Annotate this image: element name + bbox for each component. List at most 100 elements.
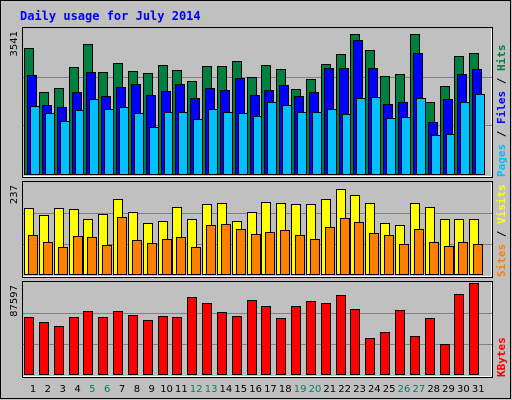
bar-sites-day-26 [399,244,409,275]
bar-kbytes-day-14 [217,312,227,375]
bar-pages-day-5 [89,99,99,175]
bar-pages-day-3 [60,121,70,175]
bar-kbytes-day-28 [425,318,435,375]
bar-kbytes-day-23 [350,309,360,375]
panel-hits-files-pages: 3541 Pages / Files / Hits [9,27,508,178]
bar-pages-day-13 [208,109,218,175]
bar-sites-day-22 [340,218,350,275]
bar-sites-day-18 [280,230,290,275]
y-axis-max-label: 87597 [9,285,20,317]
bar-kbytes-day-29 [440,344,450,375]
bar-kbytes-day-7 [113,311,123,375]
bar-kbytes-day-17 [261,306,271,375]
x-tick-label-day-2: 2 [45,384,51,395]
bar-kbytes-day-5 [83,311,93,375]
bar-kbytes-day-27 [410,336,420,375]
panel-frame [22,281,493,378]
bar-sites-day-7 [117,217,127,275]
x-tick-label-day-18: 18 [279,384,292,395]
bar-sites-day-21 [325,227,335,275]
bar-kbytes-day-4 [69,317,79,375]
bar-sites-day-17 [265,232,275,275]
bar-sites-day-29 [444,246,454,275]
bar-pages-day-8 [134,113,144,175]
x-tick-label-day-22: 22 [338,384,351,395]
panel-visits-sites: 237 Sites / Visits [9,181,508,278]
bar-sites-day-16 [251,234,261,275]
legend-entry: Pages [495,144,508,177]
bar-sites-day-2 [43,242,53,275]
bar-kbytes-day-30 [454,294,464,375]
bar-kbytes-day-9 [143,320,153,375]
legend-entry: / [495,224,508,244]
panel-frame [22,27,493,178]
x-tick-label-day-16: 16 [249,384,262,395]
x-tick-label-day-12: 12 [190,384,203,395]
bar-pages-day-31 [475,94,485,175]
bar-sites-day-1 [28,235,38,275]
bar-pages-day-24 [371,97,381,175]
x-tick-label-day-1: 1 [30,384,36,395]
chart-title: Daily usage for July 2014 [20,9,201,23]
panel-frame [22,181,493,278]
panel-legend: Pages / Files / Hits [495,45,508,178]
bar-kbytes-day-20 [306,301,316,375]
bar-sites-day-4 [73,236,83,275]
bar-kbytes-day-13 [202,303,212,375]
x-tick-label-day-27: 27 [412,384,425,395]
bar-sites-day-30 [458,242,468,275]
x-tick-label-day-10: 10 [160,384,173,395]
x-tick-label-day-13: 13 [205,384,218,395]
bar-sites-day-27 [414,229,424,275]
bar-kbytes-day-1 [24,317,34,375]
bar-sites-day-19 [295,235,305,275]
bar-sites-day-28 [429,242,439,275]
bar-sites-day-9 [147,243,157,275]
bar-pages-day-30 [460,102,470,175]
bar-kbytes-day-3 [54,326,64,375]
bar-sites-day-24 [369,233,379,275]
x-tick-label-day-26: 26 [398,384,411,395]
bar-pages-day-26 [401,117,411,175]
bar-pages-day-20 [312,112,322,175]
x-tick-label-day-15: 15 [234,384,247,395]
bar-sites-day-14 [221,224,231,275]
bar-kbytes-day-15 [232,316,242,375]
x-tick-label-day-9: 9 [149,384,155,395]
legend-entry: KBytes [495,337,508,377]
x-tick-label-day-8: 8 [134,384,140,395]
legend-entry: Sites [495,244,508,277]
bar-pages-day-25 [386,118,396,175]
bar-kbytes-day-21 [321,303,331,375]
bar-sites-day-10 [162,239,172,275]
bar-pages-day-27 [416,98,426,175]
bar-pages-day-15 [238,113,248,175]
bar-pages-day-9 [149,127,159,175]
bar-kbytes-day-10 [158,316,168,375]
bar-kbytes-day-11 [172,317,182,375]
x-tick-label-day-28: 28 [427,384,440,395]
bar-kbytes-day-25 [380,332,390,375]
bar-kbytes-day-19 [291,306,301,375]
bar-sites-day-3 [58,247,68,275]
legend-entry: / [495,124,508,144]
bar-pages-day-23 [356,98,366,175]
bar-pages-day-14 [223,112,233,175]
x-tick-label-day-7: 7 [119,384,125,395]
x-tick-label-day-17: 17 [264,384,277,395]
x-tick-label-day-25: 25 [383,384,396,395]
bar-pages-day-1 [30,106,40,175]
bar-pages-day-17 [267,102,277,175]
bar-sites-day-5 [87,237,97,275]
x-tick-label-day-6: 6 [104,384,110,395]
bar-kbytes-day-6 [98,317,108,375]
y-axis-max-label: 3541 [9,31,20,56]
panel-legend: KBytes [495,337,508,377]
bar-pages-day-11 [178,112,188,175]
x-tick-label-day-24: 24 [368,384,381,395]
bar-kbytes-day-18 [276,318,286,375]
legend-entry: Files [495,91,508,124]
x-tick-label-day-19: 19 [294,384,307,395]
